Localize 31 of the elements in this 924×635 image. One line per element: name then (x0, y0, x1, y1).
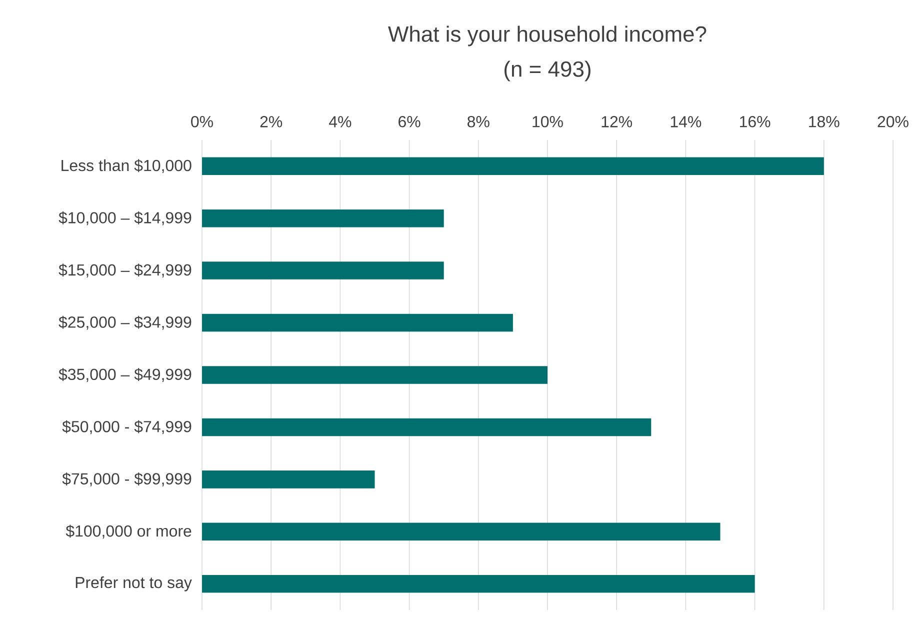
x-tick-label: 4% (329, 116, 352, 128)
chart-subtitle: (n = 493) (504, 60, 590, 82)
y-tick-label: $75,000 - $99,999 (62, 472, 192, 486)
x-tick-label: 8% (468, 116, 490, 128)
x-tick-label: 18% (809, 116, 840, 128)
x-tick-label: 14% (670, 116, 702, 128)
bar (202, 262, 444, 280)
bar (202, 522, 720, 541)
x-tick-label: 12% (602, 116, 632, 128)
y-tick-label: $10,000 – $14,999 (58, 211, 192, 226)
y-tick-label: $100,000 or more (66, 524, 192, 539)
y-tick-label: $35,000 – $49,999 (58, 368, 192, 382)
y-tick-label: Less than $10,000 (62, 159, 192, 174)
y-tick-label: Prefer not to say (76, 576, 192, 592)
x-tick-label: 6% (398, 116, 420, 128)
x-tick-label: 16% (740, 116, 770, 128)
chart-title: What is your household income? (388, 26, 706, 46)
y-tick-label: $25,000 – $34,999 (58, 316, 192, 330)
bar (202, 314, 513, 332)
bar (202, 575, 755, 593)
bar (202, 366, 548, 384)
x-tick-label: 2% (260, 116, 282, 128)
bar (202, 157, 824, 175)
bar (202, 209, 444, 228)
x-tick-label: 10% (532, 116, 563, 128)
bar (202, 470, 375, 488)
bar (202, 418, 652, 436)
y-tick-label: $50,000 - $74,999 (62, 420, 192, 434)
y-tick-label: $15,000 – $24,999 (58, 264, 192, 278)
x-tick-label: 20% (878, 116, 908, 128)
x-tick-label: 0% (191, 116, 213, 128)
